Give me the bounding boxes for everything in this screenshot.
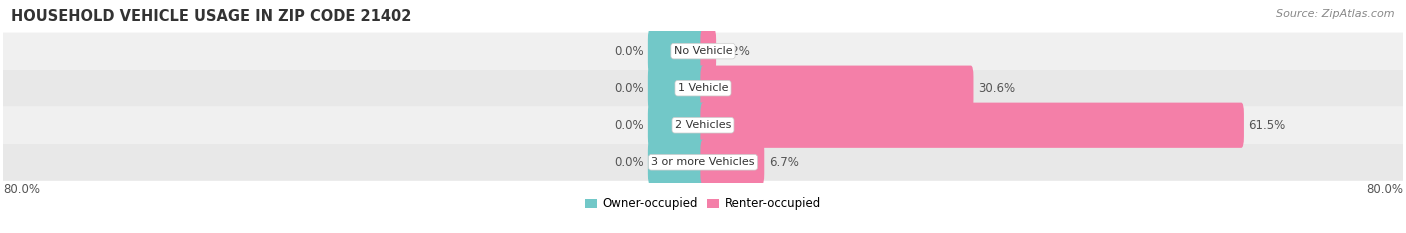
- Text: Source: ZipAtlas.com: Source: ZipAtlas.com: [1277, 9, 1395, 19]
- Text: 0.0%: 0.0%: [614, 82, 644, 95]
- Text: 3 or more Vehicles: 3 or more Vehicles: [651, 157, 755, 167]
- Text: 80.0%: 80.0%: [3, 183, 39, 196]
- Text: 1.2%: 1.2%: [720, 45, 751, 58]
- FancyBboxPatch shape: [648, 103, 706, 148]
- FancyBboxPatch shape: [700, 140, 765, 185]
- FancyBboxPatch shape: [648, 65, 706, 111]
- Text: 0.0%: 0.0%: [614, 45, 644, 58]
- Text: 1 Vehicle: 1 Vehicle: [678, 83, 728, 93]
- FancyBboxPatch shape: [3, 107, 1403, 144]
- FancyBboxPatch shape: [3, 33, 1403, 70]
- FancyBboxPatch shape: [3, 70, 1403, 107]
- Legend: Owner-occupied, Renter-occupied: Owner-occupied, Renter-occupied: [585, 197, 821, 210]
- FancyBboxPatch shape: [648, 28, 706, 74]
- FancyBboxPatch shape: [3, 144, 1403, 181]
- FancyBboxPatch shape: [700, 65, 973, 111]
- Text: 0.0%: 0.0%: [614, 156, 644, 169]
- Text: 80.0%: 80.0%: [1367, 183, 1403, 196]
- FancyBboxPatch shape: [648, 140, 706, 185]
- Text: 0.0%: 0.0%: [614, 119, 644, 132]
- Text: HOUSEHOLD VEHICLE USAGE IN ZIP CODE 21402: HOUSEHOLD VEHICLE USAGE IN ZIP CODE 2140…: [11, 9, 412, 24]
- Text: 6.7%: 6.7%: [769, 156, 799, 169]
- Text: 2 Vehicles: 2 Vehicles: [675, 120, 731, 130]
- Text: 30.6%: 30.6%: [977, 82, 1015, 95]
- FancyBboxPatch shape: [700, 103, 1244, 148]
- Text: No Vehicle: No Vehicle: [673, 46, 733, 56]
- FancyBboxPatch shape: [700, 28, 716, 74]
- Text: 61.5%: 61.5%: [1249, 119, 1285, 132]
